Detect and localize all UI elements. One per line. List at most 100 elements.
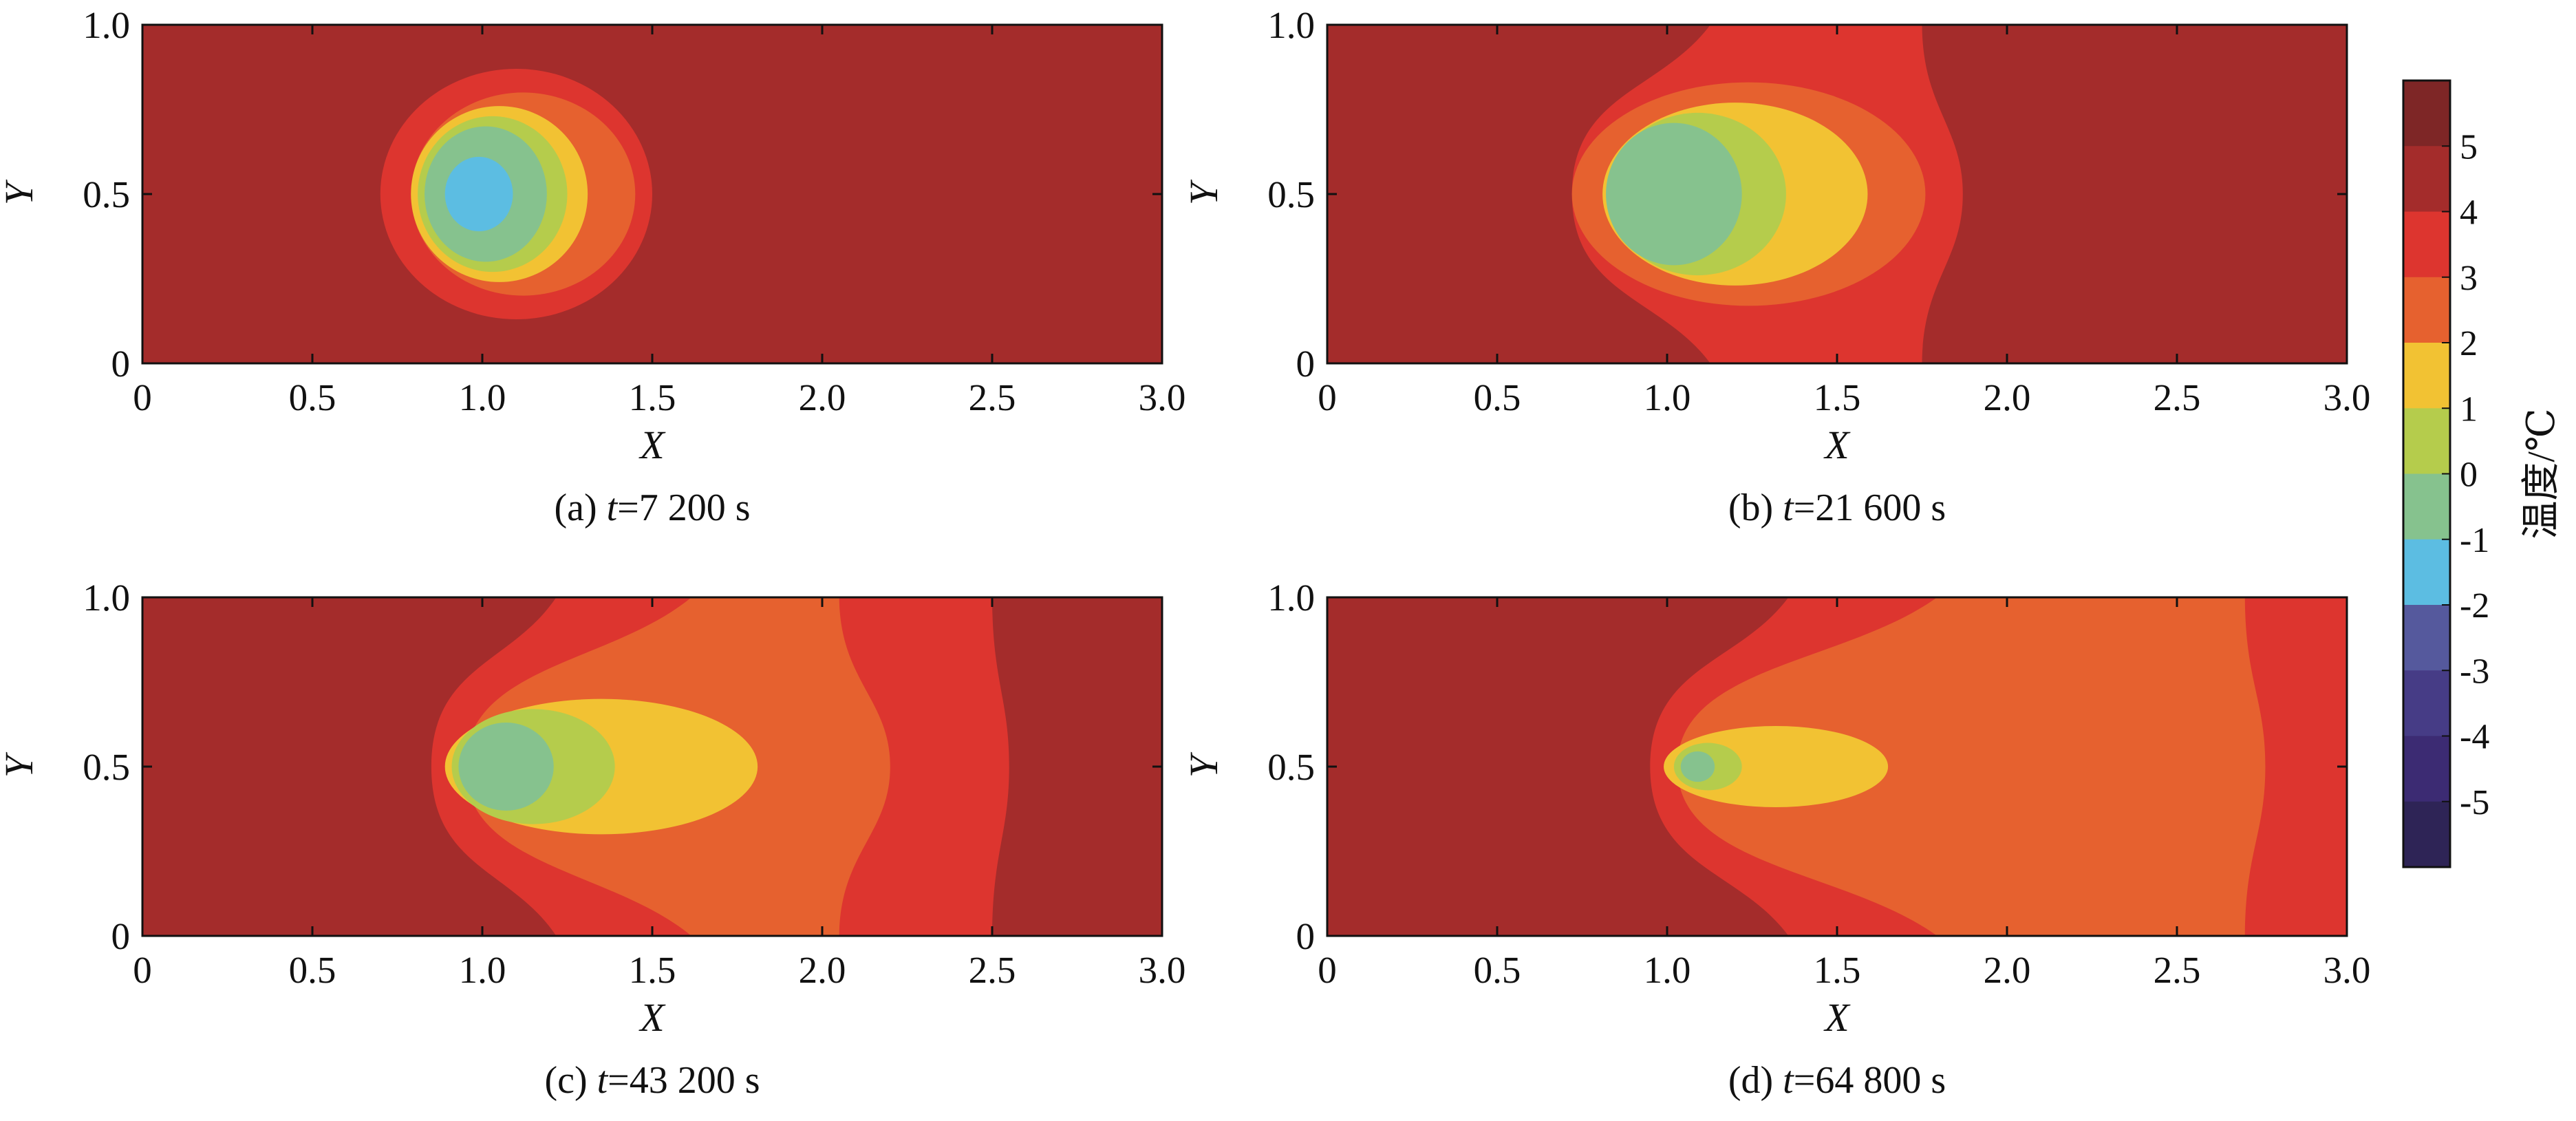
x-tick-label: 0 [133, 949, 152, 991]
panel-caption: (d) t=64 800 s [1728, 1059, 1946, 1102]
y-tick-label: 0.5 [83, 173, 130, 215]
colorbar-tick-label: -1 [2460, 521, 2489, 560]
x-tick-label: 1.0 [459, 376, 506, 418]
colorbar-label: 温度/℃ [2520, 408, 2563, 539]
colorbar-segment [2403, 736, 2450, 802]
contour-region [444, 156, 513, 232]
y-tick-label: 0 [111, 343, 131, 385]
x-tick-label: 1.0 [1644, 376, 1691, 418]
y-axis-label: Y [1181, 179, 1226, 205]
panel-d: 0 0.5 1.0 1.5 2.0 2.5 3.0 0 0.5 1.0 X Y (d) t=64 800… [1181, 577, 2371, 1102]
contour-plot [1327, 25, 2347, 363]
caption-prefix: (b) [1728, 487, 1783, 529]
colorbar-tick-label: -3 [2460, 652, 2489, 691]
y-tick-label: 0.5 [1267, 173, 1315, 215]
x-tick-label: 2.5 [2154, 376, 2201, 418]
x-tick-label: 0 [1318, 949, 1337, 991]
x-axis-label: X [638, 423, 666, 467]
caption-value: =43 200 s [608, 1059, 760, 1102]
colorbar-segment [2403, 146, 2450, 212]
y-tick-label: 0.5 [83, 746, 130, 788]
x-axis-label: X [638, 995, 666, 1040]
y-axis-label: Y [1181, 751, 1226, 778]
x-tick-label: 2.0 [799, 949, 846, 991]
colorbar-tick-label: -5 [2460, 783, 2489, 822]
colorbar-tick-label: 0 [2460, 456, 2478, 495]
x-tick-label: 1.5 [1814, 949, 1861, 991]
contour-plot [142, 25, 1162, 363]
colorbar: 5 4 3 2 1 0 -1 -2 -3 -4 -5 温度/℃ [2402, 79, 2563, 868]
colorbar-tick-label: -2 [2460, 586, 2489, 626]
x-tick-label: 2.0 [1984, 949, 2031, 991]
x-tick-label: 3.0 [1139, 949, 1186, 991]
y-tick-label: 1.0 [83, 4, 130, 46]
x-tick-label: 2.5 [2154, 949, 2201, 991]
caption-variable: t [1783, 487, 1794, 529]
x-tick-label: 1.0 [1644, 949, 1691, 991]
x-tick-label: 2.5 [969, 376, 1016, 418]
caption-variable: t [1783, 1059, 1794, 1102]
contour-plot [142, 597, 1162, 936]
x-tick-label: 0.5 [289, 376, 336, 418]
colorbar-segment [2403, 408, 2450, 474]
caption-variable: t [607, 487, 619, 529]
caption-variable: t [597, 1059, 609, 1102]
caption-prefix: (a) [554, 487, 606, 529]
panel-caption: (b) t=21 600 s [1728, 487, 1946, 529]
colorbar-segment [2403, 343, 2450, 409]
x-tick-label: 1.5 [1814, 376, 1861, 418]
colorbar-segment [2403, 473, 2450, 540]
contour-region [458, 723, 554, 811]
panel-caption: (c) t=43 200 s [544, 1059, 760, 1102]
contour-region [1606, 122, 1742, 266]
y-tick-label: 0 [1296, 915, 1316, 957]
colorbar-tick-label: 5 [2460, 127, 2478, 167]
caption-prefix: (c) [544, 1059, 597, 1102]
y-tick-label: 0 [1296, 343, 1316, 385]
x-tick-label: 3.0 [2323, 376, 2371, 418]
colorbar-tick-label: 3 [2460, 259, 2478, 298]
x-tick-label: 0.5 [289, 949, 336, 991]
panel-a: 0 0.5 1.0 1.5 2.0 2.5 3.0 0 0.5 1.0 X Y (a) t=7 200 … [0, 4, 1185, 529]
caption-value: =21 600 s [1794, 487, 1946, 529]
y-tick-label: 0 [111, 915, 131, 957]
colorbar-tick-label: 1 [2460, 389, 2478, 429]
contour-region [1680, 751, 1715, 782]
x-tick-label: 2.5 [969, 949, 1016, 991]
caption-value: =64 800 s [1794, 1059, 1946, 1102]
colorbar-segment [2403, 539, 2450, 606]
colorbar-tick-label: 2 [2460, 324, 2478, 363]
panel-c: 0 0.5 1.0 1.5 2.0 2.5 3.0 0 0.5 1.0 X Y (c) t=43 200… [0, 577, 1185, 1102]
x-tick-label: 3.0 [1139, 376, 1186, 418]
x-tick-label: 0 [133, 376, 152, 418]
panel-caption: (a) t=7 200 s [554, 487, 750, 529]
contour-plot [1327, 597, 2347, 936]
y-axis-label: Y [0, 179, 41, 205]
x-tick-label: 0.5 [1474, 376, 1521, 418]
x-tick-label: 1.5 [629, 949, 676, 991]
x-tick-label: 2.0 [1984, 376, 2031, 418]
colorbar-segment [2403, 670, 2450, 736]
colorbar-segment [2403, 211, 2450, 278]
contour-band [1677, 597, 2266, 936]
y-tick-label: 1.0 [1267, 4, 1315, 46]
x-axis-label: X [1823, 995, 1851, 1040]
x-tick-label: 2.0 [799, 376, 846, 418]
y-tick-label: 1.0 [1267, 577, 1315, 619]
colorbar-segment [2403, 81, 2450, 147]
panel-b: 0 0.5 1.0 1.5 2.0 2.5 3.0 0 0.5 1.0 X Y (b) t=21 600… [1181, 4, 2370, 529]
x-tick-label: 0 [1318, 376, 1337, 418]
x-tick-label: 1.0 [459, 949, 506, 991]
colorbar-tick-label: 4 [2460, 193, 2478, 233]
colorbar-segment [2403, 277, 2450, 343]
y-tick-label: 1.0 [83, 577, 130, 619]
colorbar-segment [2403, 801, 2450, 868]
x-axis-label: X [1823, 423, 1851, 467]
x-tick-label: 3.0 [2323, 949, 2371, 991]
colorbar-tick-label: -4 [2460, 718, 2489, 757]
x-tick-label: 0.5 [1474, 949, 1521, 991]
caption-prefix: (d) [1728, 1059, 1783, 1102]
y-tick-label: 0.5 [1267, 746, 1315, 788]
x-tick-label: 1.5 [629, 376, 676, 418]
